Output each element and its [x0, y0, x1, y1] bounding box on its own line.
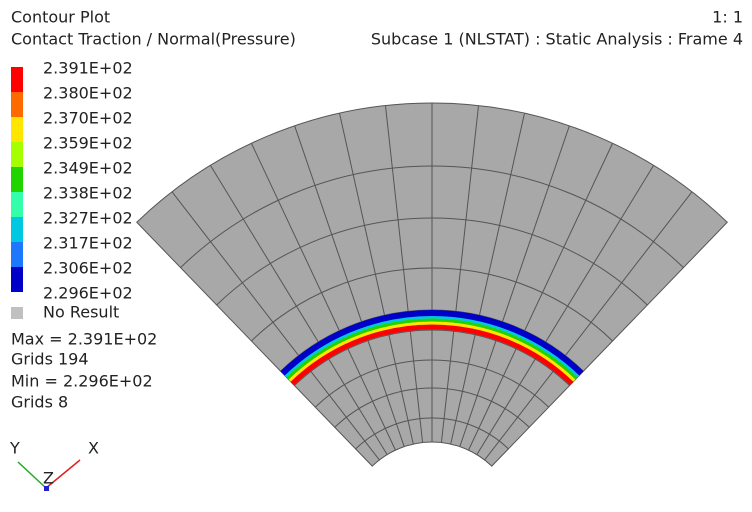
z-axis [44, 486, 49, 491]
contact-band [286, 318, 578, 380]
legend-label: 2.370E+02 [43, 109, 133, 128]
triad-x: X [88, 439, 99, 458]
mesh-edge [440, 105, 480, 443]
min-value: Min = 2.296E+02 [11, 372, 153, 391]
legend: 2.391E+02 2.380E+02 2.370E+02 2.359E+02 2.34… [11, 59, 133, 319]
legend-label: 2.359E+02 [43, 134, 133, 153]
contact-band [280, 310, 584, 376]
max-grid: Grids 194 [11, 350, 89, 369]
mesh-edge [450, 113, 525, 445]
legend-label: 2.391E+02 [43, 59, 133, 78]
mesh-edge [250, 143, 396, 451]
mesh-edge [294, 125, 405, 447]
legend-swatch [11, 267, 23, 292]
subcase: Subcase 1 (NLSTAT) : Static Analysis : F… [371, 30, 743, 49]
contact-band [284, 315, 580, 378]
plot-subtitle: Contact Traction / Normal(Pressure) [11, 30, 296, 49]
legend-label: 2.327E+02 [43, 209, 133, 228]
triad [17, 459, 81, 491]
y-axis [17, 461, 47, 489]
no-result-label: No Result [43, 303, 119, 322]
legend-swatch [11, 142, 23, 167]
mesh [136, 102, 728, 467]
contact-band [288, 321, 576, 382]
legend-label: 2.338E+02 [43, 184, 133, 203]
legend-swatch [11, 192, 23, 217]
mesh-edge [476, 165, 655, 455]
triad-y: Y [9, 439, 20, 458]
x-axis [45, 459, 81, 489]
max-value: Max = 2.391E+02 [11, 330, 157, 349]
mesh-edge [468, 143, 614, 451]
min-grid: Grids 8 [11, 393, 68, 412]
mesh-edge [459, 125, 570, 447]
legend-swatch [11, 92, 23, 117]
mesh-edge [339, 113, 414, 445]
legend-label: 2.296E+02 [43, 284, 133, 303]
contact-band [290, 324, 574, 386]
scale: 1: 1 [712, 8, 743, 27]
mesh-edge [171, 191, 380, 461]
legend-swatch [11, 167, 23, 192]
legend-swatch [11, 117, 23, 142]
legend-label: 2.317E+02 [43, 234, 133, 253]
mesh-edge [384, 105, 424, 443]
mesh-edge [484, 191, 693, 461]
legend-swatch [11, 242, 23, 267]
legend-label: 2.306E+02 [43, 259, 133, 278]
no-result-swatch [11, 307, 23, 319]
legend-swatch [11, 217, 23, 242]
triad-z: Z [43, 469, 54, 488]
legend-label: 2.349E+02 [43, 159, 133, 178]
legend-label: 2.380E+02 [43, 84, 133, 103]
plot-title: Contour Plot [11, 8, 110, 27]
legend-swatch [11, 67, 23, 92]
mesh-edge [209, 165, 388, 455]
